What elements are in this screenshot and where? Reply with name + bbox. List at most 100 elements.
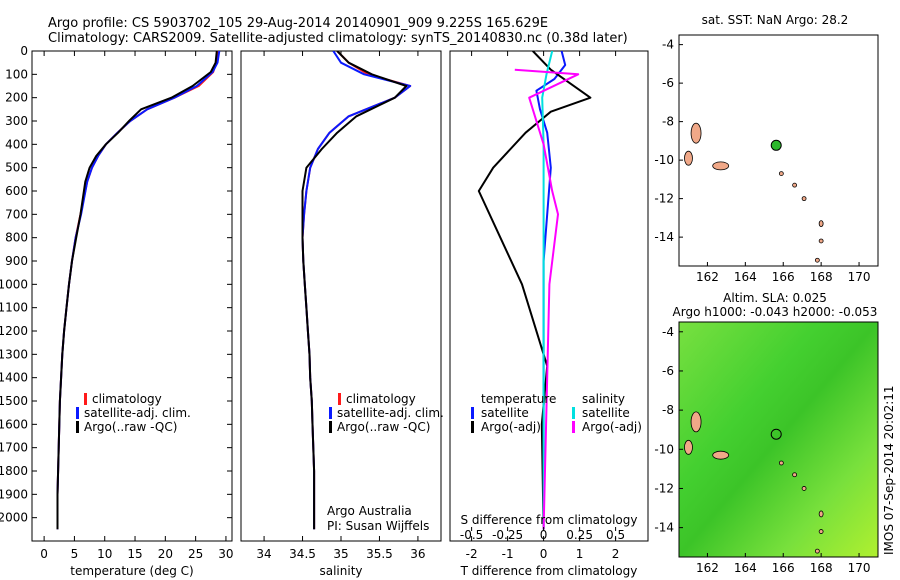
lat-tick-label: -14 xyxy=(654,230,674,244)
legend-swatch-satellite xyxy=(76,407,79,419)
sla-map-title-line2: Argo h1000: -0.043 h2000: -0.053 xyxy=(673,305,878,319)
island xyxy=(801,486,807,491)
credit-line2: PI: Susan Wijffels xyxy=(327,519,429,533)
lat-tick-label: -10 xyxy=(654,153,674,167)
sst-map-title: sat. SST: NaN Argo: 28.2 xyxy=(702,13,849,27)
legend-swatch-satellite xyxy=(329,407,332,419)
island xyxy=(712,161,730,171)
sla-map-axes: 162 164 166 168 170 -4 -6 -8 -10 -12 -14 xyxy=(654,325,870,575)
lon-tick-label: 166 xyxy=(772,561,795,575)
series-line-s-satellite xyxy=(541,51,554,530)
island xyxy=(684,150,693,166)
lat-tick-label: -10 xyxy=(654,442,674,456)
temperature-x-axis: 0 5 10 15 20 25 30 xyxy=(40,51,234,561)
x-tick-label: 20 xyxy=(158,547,173,561)
salinity-legend: climatology satellite-adj. clim. Argo(..… xyxy=(329,392,444,434)
depth-axis: 0 100 200 300 400 500 600 700 800 900 1000 1100 1200… xyxy=(0,44,648,525)
difference-curves xyxy=(477,51,592,530)
s-difference-axis: -0.5 -0.25 0 0.25 0.5 xyxy=(460,527,625,542)
lat-tick-label: -14 xyxy=(654,521,674,535)
x-tick-label: 5 xyxy=(71,547,79,561)
sst-map-axes: 162 164 166 168 170 -4 -6 -8 -10 -12 -14 xyxy=(654,38,870,284)
island xyxy=(684,439,693,455)
island xyxy=(690,411,702,433)
x-tick-label: -1 xyxy=(502,547,514,561)
legend-label-argo: Argo(..raw -QC) xyxy=(84,420,177,434)
depth-tick-label: 600 xyxy=(5,184,28,198)
sla-map-title-line1: Altim. SLA: 0.025 xyxy=(723,291,827,305)
imos-timestamp: IMOS 07-Sep-2014 20:02:11 xyxy=(882,385,896,555)
sla-map-coastlines xyxy=(684,411,824,554)
x-tick-label: 35 xyxy=(333,547,348,561)
s-diff-tick-label: 0 xyxy=(540,528,548,542)
lon-tick-label: 166 xyxy=(772,270,795,284)
island xyxy=(712,450,730,460)
salinity-plot-frame xyxy=(240,50,442,542)
depth-tick-label: 1800 xyxy=(0,464,28,478)
legend-swatch-t-satellite xyxy=(471,407,474,419)
depth-tick-label: 1900 xyxy=(0,487,28,501)
salinity-x-label: salinity xyxy=(319,564,362,578)
lat-tick-label: -12 xyxy=(654,481,674,495)
depth-tick-label: 1400 xyxy=(0,371,28,385)
legend-swatch-argo xyxy=(76,421,79,433)
x-tick-label: 35.5 xyxy=(366,547,393,561)
legend-label-t-satellite: satellite xyxy=(481,406,529,420)
lat-tick-label: -6 xyxy=(662,76,674,90)
temperature-panel: 0100200300400500600700800900100011001200… xyxy=(0,44,648,578)
lat-tick-label: -4 xyxy=(662,325,674,339)
depth-tick-label: 1100 xyxy=(0,301,28,315)
sla-heatmap xyxy=(678,321,879,558)
salinity-curves xyxy=(301,51,412,530)
lat-tick-label: -8 xyxy=(662,403,674,417)
legend-swatch-s-argo xyxy=(572,421,575,433)
legend-header-salinity: salinity xyxy=(582,392,625,406)
island xyxy=(818,510,824,518)
depth-tick-label: 1000 xyxy=(0,277,28,291)
depth-tick-label: 300 xyxy=(5,114,28,128)
lon-tick-label: 162 xyxy=(696,561,719,575)
depth-tick-label: 900 xyxy=(5,254,28,268)
sst-map-frame xyxy=(678,34,879,267)
island xyxy=(778,171,784,177)
salinity-panel: 34 34.5 35 35.5 36 salinity climatology sate… xyxy=(240,50,444,578)
x-tick-label: -2 xyxy=(466,547,478,561)
x-tick-label: 10 xyxy=(97,547,112,561)
x-tick-label: 36 xyxy=(410,547,425,561)
figure-title-line1: Argo profile: CS 5903702_105 29-Aug-2014… xyxy=(48,16,548,31)
lat-tick-label: -6 xyxy=(662,364,674,378)
legend-label-t-argo: Argo(-adj) xyxy=(481,420,541,434)
sla-map-panel: Altim. SLA: 0.025 Argo h1000: -0.043 h20… xyxy=(654,291,879,575)
lon-tick-label: 168 xyxy=(810,561,833,575)
salinity-x-axis: 34 34.5 35 35.5 36 xyxy=(256,51,426,561)
argo-float-marker-sla xyxy=(770,428,782,440)
depth-tick-label: 1200 xyxy=(0,324,28,338)
depth-tick-label: 1700 xyxy=(0,441,28,455)
argo-float-marker xyxy=(770,139,782,151)
island xyxy=(792,472,798,478)
x-tick-label: 25 xyxy=(188,547,203,561)
legend-header-temperature: temperature xyxy=(481,392,556,406)
legend-swatch-s-satellite xyxy=(572,407,575,419)
island xyxy=(778,460,784,466)
x-tick-label: 34 xyxy=(256,547,271,561)
lon-tick-label: 164 xyxy=(734,561,757,575)
x-tick-label: 0 xyxy=(540,547,548,561)
t-difference-x-axis: -2 -1 0 1 2 xyxy=(466,51,619,561)
credit-line1: Argo Australia xyxy=(327,504,412,518)
sst-map-coastlines xyxy=(684,122,824,263)
legend-swatch-climatology xyxy=(84,393,87,405)
s-diff-tick-label: 0.5 xyxy=(606,528,625,542)
legend-swatch-climatology xyxy=(338,393,341,405)
series-line-s-argo-adj xyxy=(514,68,580,530)
lon-tick-label: 170 xyxy=(848,561,871,575)
legend-label-s-satellite: satellite xyxy=(582,406,630,420)
island xyxy=(818,220,824,228)
lat-tick-label: -8 xyxy=(662,115,674,129)
temperature-legend: climatology satellite-adj. clim. Argo(..… xyxy=(76,392,191,434)
x-tick-label: 0 xyxy=(40,547,48,561)
depth-tick-label: 1300 xyxy=(0,347,28,361)
depth-tick-label: 700 xyxy=(5,207,28,221)
t-difference-label: T difference from climatology xyxy=(460,564,638,578)
